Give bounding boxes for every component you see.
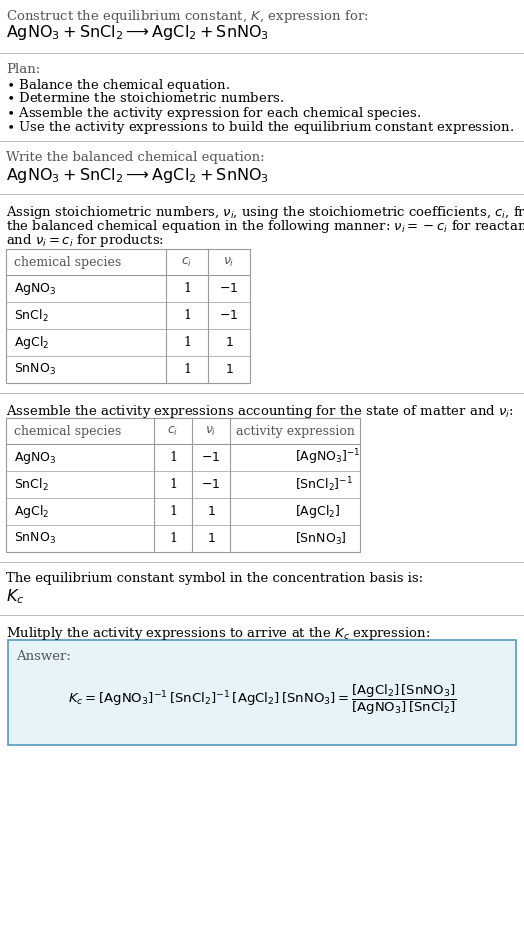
Text: $\nu_i$: $\nu_i$ — [205, 424, 217, 437]
Text: 1: 1 — [169, 532, 177, 545]
Text: $\mathrm{SnCl_2}$: $\mathrm{SnCl_2}$ — [14, 307, 49, 324]
Text: $c_i$: $c_i$ — [181, 255, 193, 269]
FancyBboxPatch shape — [8, 640, 516, 745]
Text: the balanced chemical equation in the following manner: $\nu_i = -c_i$ for react: the balanced chemical equation in the fo… — [6, 218, 524, 235]
Text: $\mathrm{AgNO_3}$: $\mathrm{AgNO_3}$ — [14, 450, 57, 466]
Text: $c_i$: $c_i$ — [167, 424, 179, 437]
Text: $1$: $1$ — [225, 363, 233, 376]
Text: $-1$: $-1$ — [201, 451, 221, 464]
Text: $\mathrm{AgNO_3 + SnCl_2 \longrightarrow AgCl_2 + SnNO_3}$: $\mathrm{AgNO_3 + SnCl_2 \longrightarrow… — [6, 23, 269, 42]
Bar — [6, 418, 360, 552]
Text: $\mathrm{AgNO_3 + SnCl_2 \longrightarrow AgCl_2 + SnNO_3}$: $\mathrm{AgNO_3 + SnCl_2 \longrightarrow… — [6, 166, 269, 185]
Text: 1: 1 — [183, 336, 191, 349]
Text: The equilibrium constant symbol in the concentration basis is:: The equilibrium constant symbol in the c… — [6, 572, 423, 585]
Text: $1$: $1$ — [206, 532, 215, 545]
Text: Plan:: Plan: — [6, 63, 40, 76]
Text: $-1$: $-1$ — [220, 309, 238, 322]
Text: and $\nu_i = c_i$ for products:: and $\nu_i = c_i$ for products: — [6, 232, 164, 249]
Text: $-1$: $-1$ — [201, 478, 221, 491]
Text: $\bullet$ Assemble the activity expression for each chemical species.: $\bullet$ Assemble the activity expressi… — [6, 105, 421, 122]
Text: $[\mathrm{AgCl_2}]$: $[\mathrm{AgCl_2}]$ — [295, 503, 341, 520]
Text: $-1$: $-1$ — [220, 282, 238, 295]
Text: 1: 1 — [183, 309, 191, 322]
Text: $K_c$: $K_c$ — [6, 587, 25, 605]
Text: $K_c = [\mathrm{AgNO_3}]^{-1}\,[\mathrm{SnCl_2}]^{-1}\,[\mathrm{AgCl_2}]\,[\math: $K_c = [\mathrm{AgNO_3}]^{-1}\,[\mathrm{… — [68, 683, 456, 717]
Text: $\mathrm{AgNO_3}$: $\mathrm{AgNO_3}$ — [14, 281, 57, 296]
Text: $\bullet$ Use the activity expressions to build the equilibrium constant express: $\bullet$ Use the activity expressions t… — [6, 119, 514, 136]
Text: 1: 1 — [183, 282, 191, 295]
Text: $\mathrm{SnNO_3}$: $\mathrm{SnNO_3}$ — [14, 530, 56, 546]
Text: 1: 1 — [169, 505, 177, 518]
Text: 1: 1 — [183, 363, 191, 376]
Text: $\mathrm{SnNO_3}$: $\mathrm{SnNO_3}$ — [14, 362, 56, 377]
Text: Assemble the activity expressions accounting for the state of matter and $\nu_i$: Assemble the activity expressions accoun… — [6, 403, 514, 420]
Text: chemical species: chemical species — [14, 255, 121, 269]
Text: $\bullet$ Balance the chemical equation.: $\bullet$ Balance the chemical equation. — [6, 77, 231, 94]
Text: $\mathrm{AgCl_2}$: $\mathrm{AgCl_2}$ — [14, 334, 49, 351]
Text: $[\mathrm{AgNO_3}]^{-1}$: $[\mathrm{AgNO_3}]^{-1}$ — [295, 448, 361, 467]
Text: $\bullet$ Determine the stoichiometric numbers.: $\bullet$ Determine the stoichiometric n… — [6, 91, 285, 105]
Text: $\mathrm{SnCl_2}$: $\mathrm{SnCl_2}$ — [14, 476, 49, 493]
Text: activity expression: activity expression — [236, 424, 354, 437]
Text: Mulitply the activity expressions to arrive at the $K_c$ expression:: Mulitply the activity expressions to arr… — [6, 625, 430, 642]
Text: $\nu_i$: $\nu_i$ — [223, 255, 235, 269]
Text: Answer:: Answer: — [16, 650, 71, 663]
Text: $[\mathrm{SnCl_2}]^{-1}$: $[\mathrm{SnCl_2}]^{-1}$ — [295, 475, 353, 493]
Bar — [6, 249, 250, 383]
Text: chemical species: chemical species — [14, 424, 121, 437]
Text: Construct the equilibrium constant, $K$, expression for:: Construct the equilibrium constant, $K$,… — [6, 8, 369, 25]
Text: 1: 1 — [169, 451, 177, 464]
Text: Write the balanced chemical equation:: Write the balanced chemical equation: — [6, 151, 265, 164]
Text: 1: 1 — [169, 478, 177, 491]
Text: $\mathrm{AgCl_2}$: $\mathrm{AgCl_2}$ — [14, 503, 49, 520]
Text: $[\mathrm{SnNO_3}]$: $[\mathrm{SnNO_3}]$ — [295, 530, 347, 547]
Text: Assign stoichiometric numbers, $\nu_i$, using the stoichiometric coefficients, $: Assign stoichiometric numbers, $\nu_i$, … — [6, 204, 524, 221]
Text: $1$: $1$ — [206, 505, 215, 518]
Text: $1$: $1$ — [225, 336, 233, 349]
